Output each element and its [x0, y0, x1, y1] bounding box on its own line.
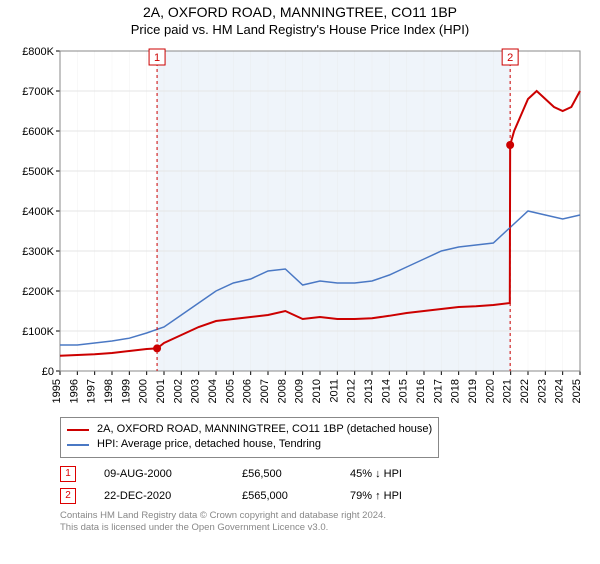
- legend-swatch: [67, 429, 89, 431]
- svg-text:2: 2: [507, 52, 513, 64]
- svg-text:£700K: £700K: [22, 86, 54, 98]
- svg-text:2011: 2011: [328, 379, 340, 403]
- svg-text:2010: 2010: [311, 379, 323, 403]
- chart-area: £0 £100K £200K £300K £400K £500K £600K £700K £80…: [10, 41, 590, 411]
- svg-text:1996: 1996: [68, 379, 80, 403]
- legend: 2A, OXFORD ROAD, MANNINGTREE, CO11 1BP (…: [60, 417, 439, 458]
- sale-date: 09-AUG-2000: [104, 468, 214, 480]
- sale-price: £56,500: [242, 468, 322, 480]
- svg-text:£200K: £200K: [22, 286, 54, 298]
- svg-text:£400K: £400K: [22, 206, 54, 218]
- svg-text:£800K: £800K: [22, 46, 54, 58]
- svg-text:2004: 2004: [207, 379, 219, 403]
- svg-text:2009: 2009: [294, 379, 306, 403]
- sale-delta: 45% ↓ HPI: [350, 468, 440, 480]
- chart-subtitle: Price paid vs. HM Land Registry's House …: [0, 22, 600, 37]
- svg-text:2021: 2021: [502, 379, 514, 403]
- svg-text:2005: 2005: [224, 379, 236, 403]
- svg-text:2008: 2008: [276, 379, 288, 403]
- svg-text:1995: 1995: [51, 379, 63, 403]
- svg-text:2003: 2003: [190, 379, 202, 403]
- sale-price: £565,000: [242, 490, 322, 502]
- sales-list: 1 09-AUG-2000 £56,500 45% ↓ HPI 2 22-DEC-2020…: [60, 466, 590, 504]
- sale-marker-icon: 2: [60, 488, 76, 504]
- legend-swatch: [67, 444, 89, 446]
- svg-text:2018: 2018: [450, 379, 462, 403]
- svg-text:2000: 2000: [138, 379, 150, 403]
- svg-text:2017: 2017: [432, 379, 444, 403]
- svg-text:2014: 2014: [380, 379, 392, 403]
- svg-text:2023: 2023: [536, 379, 548, 403]
- svg-text:1998: 1998: [103, 379, 115, 403]
- legend-label: HPI: Average price, detached house, Tend…: [97, 437, 321, 452]
- svg-text:2019: 2019: [467, 379, 479, 403]
- svg-text:2006: 2006: [242, 379, 254, 403]
- footer-line-2: This data is licensed under the Open Gov…: [60, 522, 590, 534]
- svg-text:2020: 2020: [484, 379, 496, 403]
- svg-text:1999: 1999: [120, 379, 132, 403]
- svg-text:2016: 2016: [415, 379, 427, 403]
- svg-text:1997: 1997: [86, 379, 98, 403]
- sale-row: 1 09-AUG-2000 £56,500 45% ↓ HPI: [60, 466, 590, 482]
- chart-svg: £0 £100K £200K £300K £400K £500K £600K £700K £80…: [10, 41, 590, 411]
- svg-text:2001: 2001: [155, 379, 167, 403]
- svg-text:1: 1: [154, 52, 160, 64]
- svg-text:2022: 2022: [519, 379, 531, 403]
- svg-text:£300K: £300K: [22, 246, 54, 258]
- svg-text:2012: 2012: [346, 379, 358, 403]
- chart-title: 2A, OXFORD ROAD, MANNINGTREE, CO11 1BP: [0, 4, 600, 20]
- legend-item: 2A, OXFORD ROAD, MANNINGTREE, CO11 1BP (…: [67, 422, 432, 437]
- sale-row: 2 22-DEC-2020 £565,000 79% ↑ HPI: [60, 488, 590, 504]
- svg-text:£0: £0: [42, 366, 54, 378]
- svg-text:£600K: £600K: [22, 126, 54, 138]
- svg-text:£100K: £100K: [22, 326, 54, 338]
- sale-marker-icon: 1: [60, 466, 76, 482]
- svg-text:2025: 2025: [571, 379, 583, 403]
- svg-text:2007: 2007: [259, 379, 271, 403]
- legend-item: HPI: Average price, detached house, Tend…: [67, 437, 432, 452]
- svg-text:2024: 2024: [554, 379, 566, 403]
- sale-date: 22-DEC-2020: [104, 490, 214, 502]
- footer-attribution: Contains HM Land Registry data © Crown c…: [60, 510, 590, 535]
- svg-text:2013: 2013: [363, 379, 375, 403]
- chart-container: 2A, OXFORD ROAD, MANNINGTREE, CO11 1BP P…: [0, 4, 600, 564]
- svg-text:2015: 2015: [398, 379, 410, 403]
- sale-delta: 79% ↑ HPI: [350, 490, 440, 502]
- footer-line-1: Contains HM Land Registry data © Crown c…: [60, 510, 590, 522]
- svg-text:2002: 2002: [172, 379, 184, 403]
- legend-label: 2A, OXFORD ROAD, MANNINGTREE, CO11 1BP (…: [97, 422, 432, 437]
- svg-text:£500K: £500K: [22, 166, 54, 178]
